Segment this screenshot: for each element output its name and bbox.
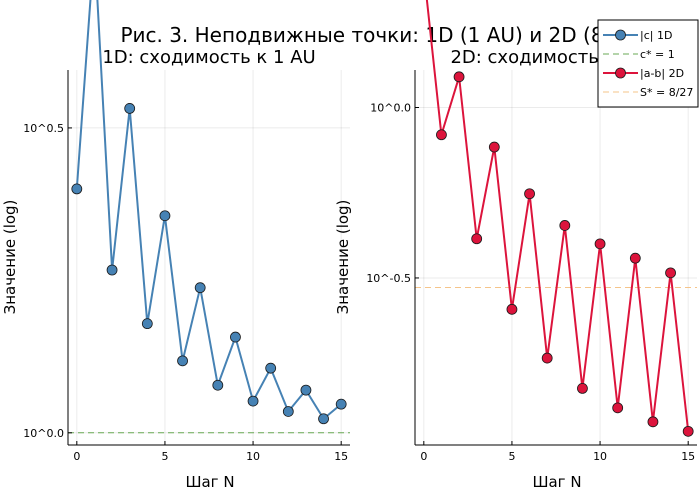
panel-1d-xtick-label: 10 — [246, 450, 260, 463]
panel-1d-data-point — [194, 282, 206, 294]
panel-1d-data-point — [177, 355, 188, 367]
panel-2d-ticks: 0 5 10 15 10^0.0 10^-0.5 — [366, 102, 695, 464]
panel-2d-xtick-label: 10 — [593, 450, 607, 463]
panel-1d-series-line — [75, 0, 342, 421]
panel-1d-xtick-label: 0 — [73, 450, 80, 463]
panel-2d-xlabel: Шаг N — [532, 473, 581, 491]
legend-label: c* = 1 — [640, 48, 675, 61]
panel-1d-data-point — [247, 395, 259, 407]
panel-1d-data-point — [300, 384, 312, 396]
panel-1d-xlabel: Шаг N — [185, 473, 234, 491]
panel-2d-series-line — [425, 0, 690, 432]
panel-2d-ylabel: Значение (log) — [334, 200, 352, 315]
panel-1d-data-point — [212, 379, 224, 391]
legend-label: |c| 1D — [640, 29, 672, 42]
panel-2d-data-point — [612, 402, 624, 414]
panel-2d-data-point — [629, 252, 641, 264]
panel-2d-series — [425, 0, 694, 437]
panel-2d-ytick-label: 10^-0.5 — [366, 272, 411, 285]
panel-1d-data-point — [124, 103, 136, 114]
legend-marker — [615, 29, 626, 41]
panel-1d-ticks: 0 5 10 15 10^0.0 10^0.5 — [23, 122, 348, 463]
legend: |c| 1D c* = 1 |a-b| 2D S* = 8/27 — [597, 19, 699, 108]
panel-2d-data-point — [541, 352, 553, 364]
figure-suptitle: Рис. 3. Неподвижные точки: 1D (1 AU) и 2… — [120, 23, 643, 47]
panel-2d-data-point — [577, 383, 588, 394]
panel-1d-data-point — [141, 318, 153, 330]
panel-1d-data-point — [230, 331, 241, 343]
panel-2d-data-point — [665, 267, 676, 279]
panel-2d-data-point — [647, 416, 659, 428]
panel-2d-data-point — [436, 129, 447, 141]
panel-1d-data-point — [265, 362, 277, 374]
panel-1d-data-point — [318, 413, 329, 425]
panel-2d-data-point — [488, 141, 500, 153]
legend-marker — [615, 67, 626, 79]
panel-2d-ytick-label: 10^0.0 — [370, 102, 411, 115]
panel-1d-data-point — [71, 183, 83, 195]
panel-1d-data-point — [335, 398, 347, 410]
legend-label: |a-b| 2D — [640, 67, 684, 80]
panel-2d-data-point — [594, 238, 606, 250]
panel-2d-data-point — [559, 220, 571, 231]
panel-1d-xtick-label: 5 — [161, 450, 168, 463]
panel-1d-series — [71, 0, 347, 425]
legend-label: S* = 8/27 — [640, 86, 693, 99]
panel-2d-xtick-label: 5 — [508, 450, 515, 463]
panel-1d-ytick-label: 10^0.0 — [23, 427, 64, 440]
panel-1d: 1D: сходимость к 1 AU 0 5 10 15 10^0.0 10^0.5… — [1, 0, 350, 491]
panel-1d-ytick-label: 10^0.5 — [23, 122, 64, 135]
panel-1d-title: 1D: сходимость к 1 AU — [102, 47, 315, 68]
panel-1d-data-point — [282, 406, 294, 417]
panel-2d-data-point — [682, 425, 694, 437]
panel-2d-xtick-label: 0 — [420, 450, 427, 463]
panel-1d-ylabel: Значение (log) — [1, 200, 19, 315]
panel-2d-data-point — [471, 233, 483, 245]
panel-2d-grid — [415, 70, 697, 445]
panel-2d-data-point — [524, 188, 535, 200]
panel-2d-data-point — [506, 303, 518, 315]
panel-1d-data-point — [159, 210, 171, 222]
panel-2d: 2D: сходимость к 8/27 0 5 10 1510^0.010^-0.… — [334, 0, 697, 491]
panel-1d-data-point — [106, 264, 118, 276]
panel-2d-data-point — [453, 71, 465, 83]
panel-1d-xtick-label: 15 — [334, 450, 348, 463]
panel-2d-xtick-label: 15 — [681, 450, 695, 463]
